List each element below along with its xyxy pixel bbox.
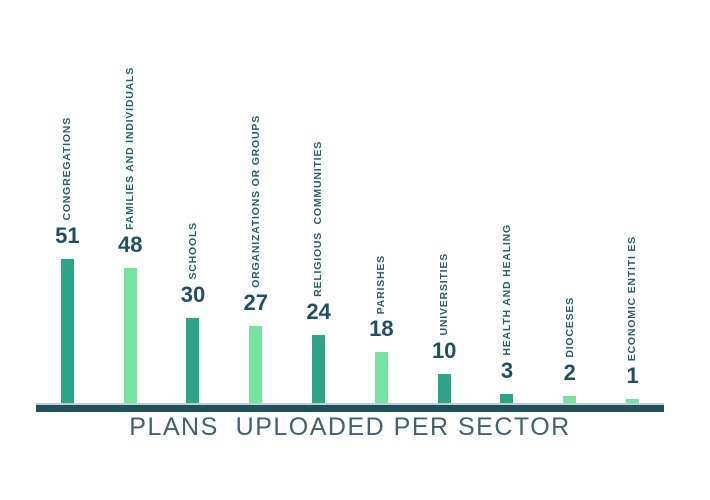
bar-column: SCHOOLS 30 [162,0,225,404]
bar [500,394,514,404]
category-label: RELIGIOUS COMMUNITIES [312,141,325,297]
bar-column: ORGANIZATIONS OR GROUPS 27 [224,0,287,404]
category-label: PARISHES [375,254,388,314]
value-label: 3 [500,358,514,383]
bar [374,352,388,404]
value-label: 24 [306,299,331,324]
bar-column: PARISHES 18 [350,0,413,404]
bar-column: ECONOMIC ENTITI ES 1 [601,0,664,404]
plot-area: CONGREGATIONS 51 FAMILIES AND INDIVIDUALS 4… [36,0,664,404]
bar [312,335,326,404]
bar [437,374,451,404]
bar-column: DIOCESES 2 [538,0,601,404]
bar-column: CONGREGATIONS 51 [36,0,99,404]
bar-column: UNIVERSITIES 10 [413,0,476,404]
bar [123,268,137,404]
category-label: CONGREGATIONS [61,117,74,221]
bar-column: FAMILIES AND INDIVIDUALS 48 [99,0,162,404]
value-label: 10 [431,338,457,363]
category-label: HEALTH AND HEALING [500,224,513,356]
value-label: 18 [369,316,394,341]
chart-title: PLANS UPLOADED PER SECTOR [129,413,571,441]
value-label: 30 [180,282,206,307]
value-label: 2 [563,360,576,385]
category-label: UNIVERSITIES [437,253,450,336]
category-label: ECONOMIC ENTITI ES [626,235,639,361]
category-label: FAMILIES AND INDIVIDUALS [123,67,136,230]
value-label: 48 [117,232,143,257]
value-label: 1 [626,363,639,388]
value-label: 51 [55,223,80,248]
value-label: 27 [243,290,269,315]
category-label: DIOCESES [563,297,576,358]
x-axis-baseline [36,403,664,412]
bar-column: HEALTH AND HEALING 3 [476,0,539,404]
category-label: SCHOOLS [186,222,199,280]
bar [186,318,200,404]
bar [60,259,74,404]
category-label: ORGANIZATIONS OR GROUPS [249,115,262,288]
bar-column: RELIGIOUS COMMUNITIES 24 [287,0,350,404]
bar [249,326,263,404]
bar [626,399,640,404]
bar [563,396,577,404]
